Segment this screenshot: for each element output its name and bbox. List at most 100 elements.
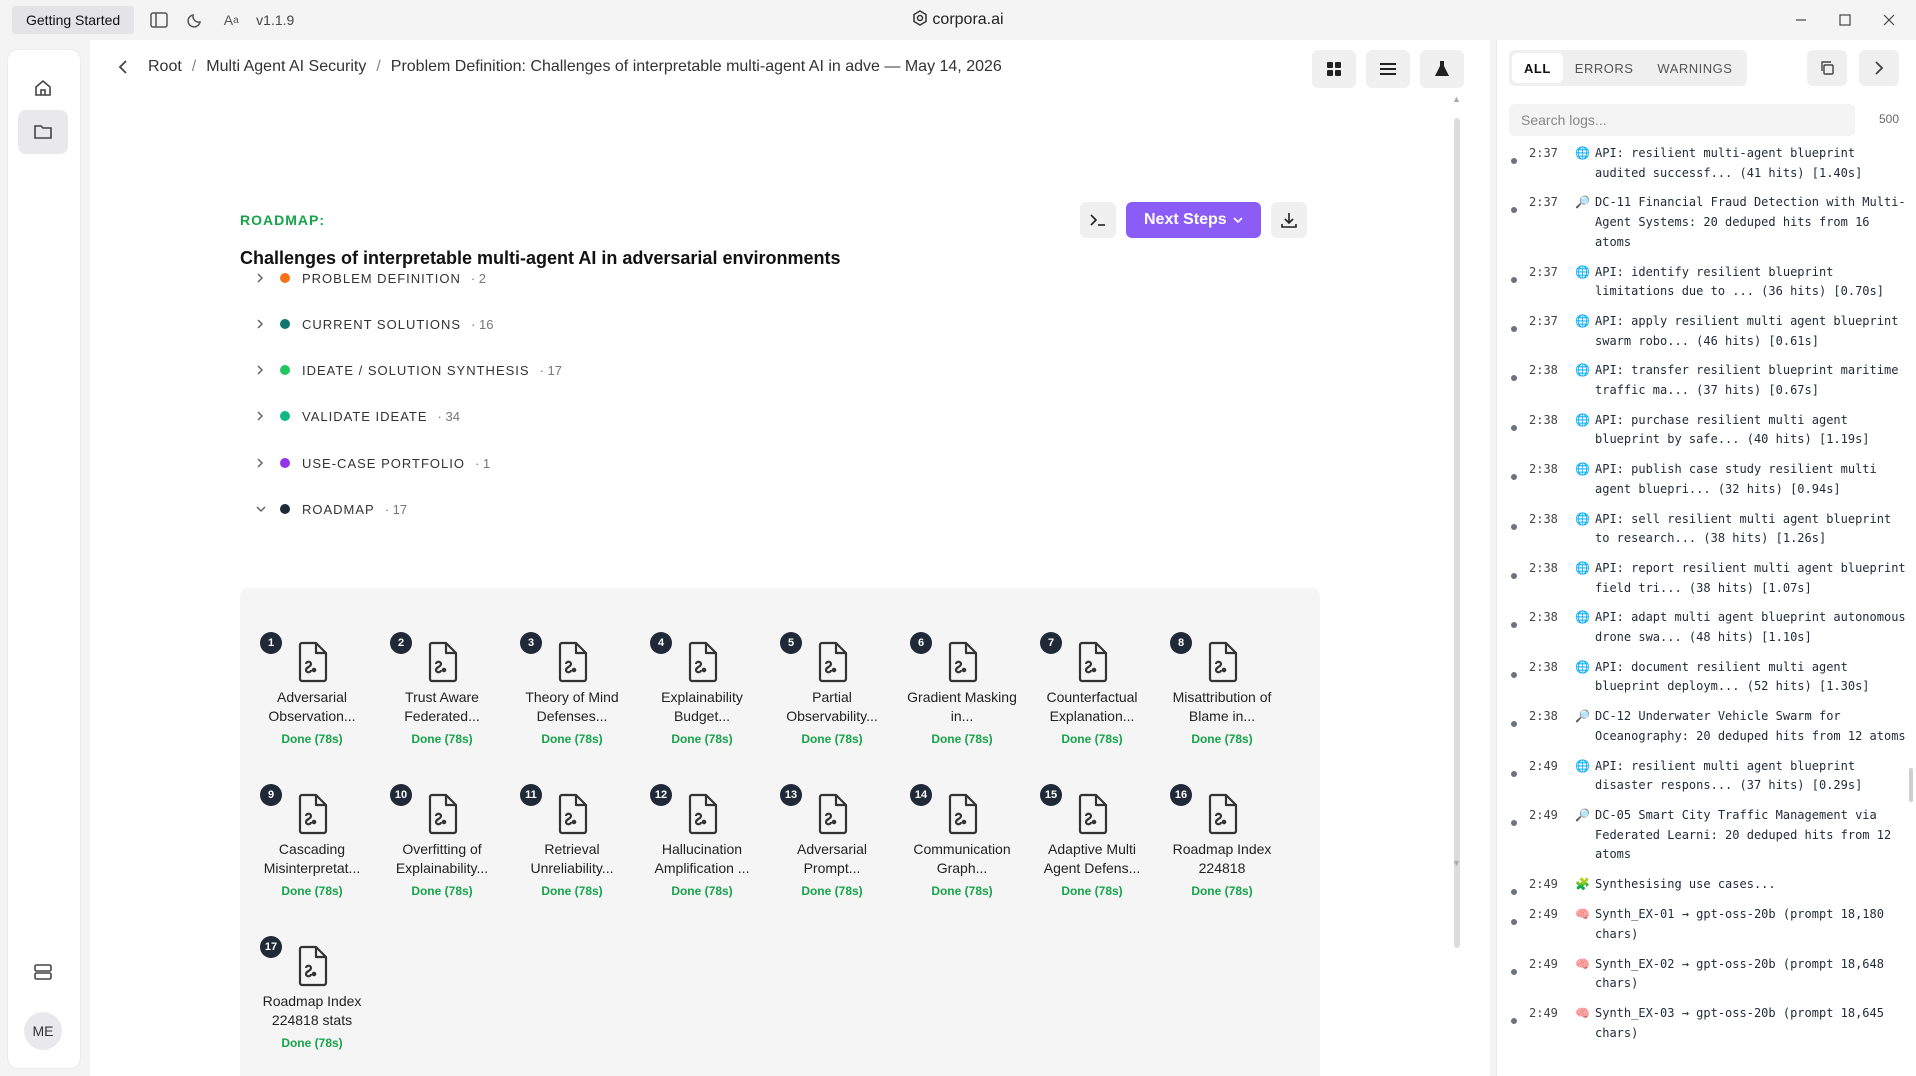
folder-button[interactable]: [18, 110, 68, 154]
section-validate-ideate[interactable]: VALIDATE IDEATE · 34: [256, 404, 460, 428]
tile-title: Trust Aware Federated...: [404, 689, 480, 724]
roadmap-tile[interactable]: 12 Hallucination Amplification ... Done (7…: [646, 782, 776, 932]
log-type-icon: 🔎: [1575, 195, 1590, 210]
storage-button[interactable]: [18, 950, 68, 994]
roadmap-tile[interactable]: 3 Theory of Mind Defenses... Done (78s): [516, 630, 646, 780]
main-scrollbar[interactable]: [1454, 118, 1460, 948]
roadmap-tile[interactable]: 10 Overfitting of Explainability... Done (…: [386, 782, 516, 932]
log-message: API: resilient multi-agent blueprint aud…: [1595, 146, 1863, 180]
tab-all[interactable]: ALL: [1512, 53, 1563, 83]
log-type-icon: 🌐: [1575, 560, 1590, 575]
getting-started-button[interactable]: Getting Started: [12, 6, 135, 34]
download-icon: [1280, 213, 1297, 228]
grid-view-button[interactable]: [1312, 50, 1356, 88]
log-time: 2:49: [1529, 877, 1558, 892]
log-entry: 2:38 🌐 API: transfer resilient blueprint m…: [1497, 361, 1916, 400]
log-entry: 2:38 🌐 API: publish case study resilient m…: [1497, 460, 1916, 499]
tile-status: Done (78s): [671, 884, 733, 898]
download-button[interactable]: [1270, 202, 1307, 238]
next-steps-button[interactable]: Next Steps: [1126, 202, 1261, 238]
roadmap-tile[interactable]: 9 Cascading Misinterpretat... Done (78s): [256, 782, 386, 932]
flask-view-button[interactable]: [1420, 50, 1464, 88]
roadmap-tile[interactable]: 6 Gradient Masking in... Done (78s): [906, 630, 1036, 780]
roadmap-tile[interactable]: 17 Roadmap Index 224818 stats Done (78s): [256, 934, 386, 1076]
log-entry: 2:49 🌐 API: resilient multi agent blueprin…: [1497, 757, 1916, 796]
roadmap-tile[interactable]: 13 Adversarial Prompt... Done (78s): [776, 782, 906, 932]
tile-status: Done (78s): [931, 884, 993, 898]
moon-icon[interactable]: [184, 9, 206, 31]
tile-status: Done (78s): [801, 884, 863, 898]
breadcrumb-root[interactable]: Root: [148, 58, 182, 75]
section-dot: [280, 319, 290, 329]
roadmap-tile[interactable]: 4 Explainability Budget... Done (78s): [646, 630, 776, 780]
maximize-button[interactable]: [1830, 6, 1860, 34]
scroll-down-arrow[interactable]: ▼: [1452, 858, 1461, 868]
log-entry: 2:37 🌐 API: identify resilient blueprint l…: [1497, 263, 1916, 302]
section-roadmap[interactable]: ROADMAP · 17: [256, 497, 407, 521]
log-entry: 2:38 🔎 DC-12 Underwater Vehicle Swarm for …: [1497, 707, 1916, 746]
log-type-icon: 🌐: [1575, 511, 1590, 526]
log-time: 2:38: [1529, 412, 1558, 427]
list-view-button[interactable]: [1366, 50, 1410, 88]
terminal-button[interactable]: [1080, 202, 1116, 238]
avatar[interactable]: ME: [24, 1012, 62, 1050]
log-type-icon: 🌐: [1575, 412, 1590, 427]
tile-status: Done (78s): [281, 732, 343, 746]
breadcrumb-current: Problem Definition: Challenges of interp…: [390, 58, 1002, 75]
log-scrollbar[interactable]: [1909, 768, 1913, 802]
roadmap-tile[interactable]: 8 Misattribution of Blame in... Done (78s): [1166, 630, 1296, 780]
section-use-case-portfolio[interactable]: USE-CASE PORTFOLIO · 1: [256, 451, 490, 475]
roadmap-tile[interactable]: 11 Retrieval Unreliability... Done (78s): [516, 782, 646, 932]
back-icon[interactable]: [118, 60, 128, 74]
section-count: · 17: [539, 362, 562, 378]
roadmap-tile[interactable]: 2 Trust Aware Federated... Done (78s): [386, 630, 516, 780]
log-bullet: [1511, 276, 1517, 283]
tab-warnings[interactable]: WARNINGS: [1657, 60, 1733, 76]
breadcrumb-project[interactable]: Multi Agent AI Security: [206, 58, 367, 75]
breadcrumb-separator: /: [191, 58, 197, 75]
collapse-panel-button[interactable]: [1859, 50, 1899, 86]
roadmap-tile[interactable]: 5 Partial Observability... Done (78s): [776, 630, 906, 780]
log-search-input[interactable]: [1509, 104, 1855, 136]
tile-number-badge: 1: [260, 632, 282, 654]
scroll-up-arrow[interactable]: ▲: [1452, 94, 1461, 104]
section-current-solutions[interactable]: CURRENT SOLUTIONS · 16: [256, 312, 493, 336]
sidebar-toggle-icon[interactable]: [148, 9, 170, 31]
home-button[interactable]: [18, 66, 68, 110]
log-entry: 2:38 🌐 API: adapt multi agent blueprint au…: [1497, 608, 1916, 647]
section-problem-definition[interactable]: PROBLEM DEFINITION · 2: [256, 266, 486, 290]
document-icon: [942, 792, 982, 836]
log-message: API: resilient multi agent blueprint dis…: [1595, 758, 1863, 793]
section-ideate-solution-synthesis[interactable]: IDEATE / SOLUTION SYNTHESIS · 17: [256, 358, 562, 382]
log-bullet: [1511, 474, 1517, 481]
log-bullet: [1511, 325, 1517, 332]
log-time: 2:37: [1529, 313, 1558, 328]
log-entry: 2:49 🧠 Synth_EX-03 → gpt-oss-20b (prompt 1…: [1497, 1004, 1916, 1043]
log-time: 2:38: [1529, 511, 1558, 526]
log-time: 2:38: [1529, 659, 1558, 674]
tile-title: Hallucination Amplification ...: [654, 841, 750, 876]
log-time: 2:38: [1529, 462, 1558, 477]
roadmap-tile[interactable]: 1 Adversarial Observation... Done (78s): [256, 630, 386, 780]
tile-number-badge: 9: [260, 784, 282, 806]
log-message: API: adapt multi agent blueprint autonom…: [1595, 610, 1906, 645]
document-icon: [422, 792, 462, 836]
roadmap-tile[interactable]: 15 Adaptive Multi Agent Defens... Done (78…: [1036, 782, 1166, 932]
copy-logs-button[interactable]: [1807, 50, 1847, 86]
tile-title: Cascading Misinterpretat...: [263, 841, 361, 876]
tile-status: Done (78s): [1191, 884, 1253, 898]
log-type-icon: 🧩: [1575, 877, 1590, 892]
roadmap-tile[interactable]: 14 Communication Graph... Done (78s): [906, 782, 1036, 932]
tile-status: Done (78s): [1061, 732, 1123, 746]
section-count: · 16: [471, 316, 494, 332]
minimize-button[interactable]: [1786, 6, 1816, 34]
tab-errors[interactable]: ERRORS: [1574, 60, 1634, 76]
roadmap-tile[interactable]: 7 Counterfactual Explanation... Done (78s): [1036, 630, 1166, 780]
roadmap-tile[interactable]: 16 Roadmap Index 224818 Done (78s): [1166, 782, 1296, 932]
close-window-button[interactable]: [1874, 6, 1904, 34]
log-list: 2:37 🌐 API: resilient multi-agent blueprin…: [1497, 144, 1916, 1076]
log-type-icon: 🌐: [1575, 264, 1590, 279]
document-icon: [292, 640, 332, 684]
